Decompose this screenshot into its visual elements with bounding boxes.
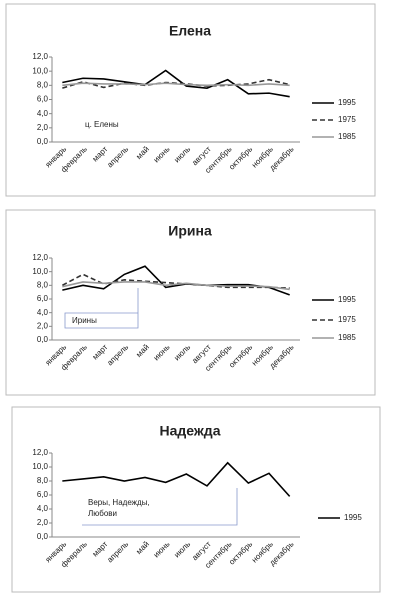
y-tick-label: 0,0 xyxy=(37,532,49,541)
x-tick-label: май xyxy=(134,343,151,360)
x-tick-label: май xyxy=(134,540,151,557)
chart-title: Ирина xyxy=(168,223,212,239)
legend-label: 1975 xyxy=(338,115,356,124)
y-tick-label: 6,0 xyxy=(37,294,49,303)
y-tick-label: 4,0 xyxy=(37,308,49,317)
y-tick-label: 10,0 xyxy=(32,267,48,276)
series-line xyxy=(62,69,290,98)
y-tick-label: 2,0 xyxy=(37,123,49,132)
y-tick-label: 8,0 xyxy=(37,80,49,89)
chart-title: Надежда xyxy=(160,423,221,439)
y-tick-label: 8,0 xyxy=(37,280,49,289)
annotation-box xyxy=(64,288,139,329)
y-tick-label: 8,0 xyxy=(37,476,49,485)
annotation: Любови xyxy=(88,509,117,518)
legend-label: 1995 xyxy=(344,513,362,522)
series-line xyxy=(62,461,291,497)
series-line xyxy=(62,281,290,291)
chart-frame xyxy=(11,406,381,593)
y-tick-label: 6,0 xyxy=(37,95,49,104)
y-tick-label: 12,0 xyxy=(32,52,48,61)
y-tick-label: 2,0 xyxy=(37,321,49,330)
y-tick-label: 0,0 xyxy=(37,335,49,344)
annotation-box xyxy=(82,488,238,526)
y-tick-label: 6,0 xyxy=(37,490,49,499)
chart-frame xyxy=(5,209,376,396)
series-line xyxy=(62,82,290,87)
legend-label: 1975 xyxy=(338,315,356,324)
y-tick-label: 10,0 xyxy=(32,462,48,471)
y-tick-label: 10,0 xyxy=(32,66,48,75)
y-tick-label: 2,0 xyxy=(37,518,49,527)
legend-label: 1995 xyxy=(338,295,356,304)
annotation: Веры, Надежды, xyxy=(88,498,150,507)
x-tick-label: июнь xyxy=(152,145,172,165)
x-tick-label: апрель xyxy=(105,540,130,565)
y-tick-label: 0,0 xyxy=(37,137,49,146)
legend-label: 1985 xyxy=(338,132,356,141)
y-tick-label: 12,0 xyxy=(32,448,48,457)
annotation: Ирины xyxy=(72,316,97,325)
chart-title: Елена xyxy=(169,23,211,39)
series-line xyxy=(62,265,290,296)
legend-label: 1995 xyxy=(338,98,356,107)
y-tick-label: 4,0 xyxy=(37,504,49,513)
x-tick-label: апрель xyxy=(105,343,130,368)
y-tick-label: 12,0 xyxy=(32,253,48,262)
annotation: ц. Елены xyxy=(85,120,119,129)
x-tick-label: июнь xyxy=(152,343,172,363)
y-tick-label: 4,0 xyxy=(37,109,49,118)
x-tick-label: май xyxy=(134,145,151,162)
legend-label: 1985 xyxy=(338,333,356,342)
x-tick-label: июнь xyxy=(152,540,172,560)
x-tick-label: апрель xyxy=(105,145,130,170)
chart-frame xyxy=(5,3,376,197)
